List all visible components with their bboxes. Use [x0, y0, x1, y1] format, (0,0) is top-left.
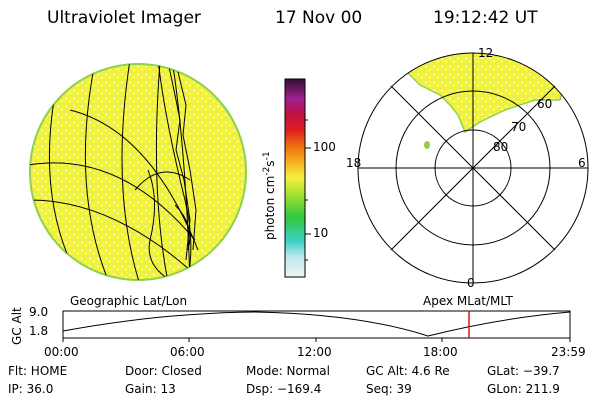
apex-panel-label: Apex MLat/MLT [423, 294, 513, 308]
altitude-xtick: 12:00 [297, 345, 332, 359]
seq-info: Seq: 39 [366, 382, 412, 396]
altitude-curve [62, 311, 571, 337]
altitude-xtick: 06:00 [170, 345, 205, 359]
flight-info: Flt: HOME [8, 364, 68, 378]
mlat-label-80: 80 [493, 140, 509, 154]
gain-info: Gain: 13 [125, 382, 176, 396]
gc-alt-info: GC Alt: 4.6 Re [366, 364, 450, 378]
altitude-ylabel: GC Alt [10, 307, 24, 345]
altitude-xtick: 18:00 [423, 345, 458, 359]
mlat-label-60: 60 [537, 97, 553, 111]
date-label: 17 Nov 00 [275, 8, 363, 28]
glat-info: GLat: −39.7 [487, 364, 560, 378]
color-scale-bar [284, 78, 306, 278]
dsp-info: Dsp: −169.4 [246, 382, 322, 396]
mlt-label-12: 12 [478, 46, 494, 60]
instrument-title: Ultraviolet Imager [47, 8, 201, 28]
mlt-label-6: 6 [578, 156, 586, 170]
altitude-x-ticks [62, 338, 571, 342]
colorbar-tick-label: 100 [313, 140, 336, 154]
mlat-label-70: 70 [511, 120, 527, 134]
altitude-xtick: 00:00 [44, 345, 79, 359]
time-label: 19:12:42 UT [433, 8, 538, 28]
polar-grid [357, 52, 589, 284]
colorbar-tick-label: 10 [313, 226, 329, 240]
ip-info: IP: 36.0 [8, 382, 54, 396]
mlt-label-18: 18 [346, 156, 362, 170]
auroral-emission-region [403, 53, 566, 134]
altitude-xtick: 23:59 [551, 345, 586, 359]
colorbar-ticks [305, 119, 311, 261]
altitude-ytick: 1.8 [29, 324, 49, 338]
polar-mlat-mlt-plot [357, 52, 589, 284]
altitude-plot [62, 310, 571, 342]
colorbar-unit-label: photon cm-2s-1 [262, 151, 277, 240]
glon-info: GLon: 211.9 [487, 382, 560, 396]
mode-info: Mode: Normal [246, 364, 330, 378]
mlt-label-0: 0 [467, 276, 475, 290]
geographic-disk-image [29, 63, 247, 281]
altitude-ytick: 9.0 [29, 305, 49, 319]
geographic-panel-label: Geographic Lat/Lon [70, 294, 188, 308]
door-info: Door: Closed [125, 364, 202, 378]
emission-spot [424, 141, 430, 149]
